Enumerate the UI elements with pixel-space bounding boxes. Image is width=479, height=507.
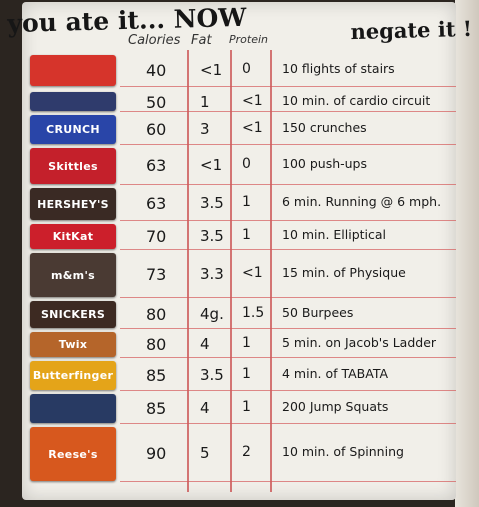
- fat-value: 1: [200, 93, 210, 111]
- exercise-text: 10 min. Elliptical: [282, 226, 387, 242]
- candy-wrapper-image: KitKat: [30, 224, 116, 249]
- candy-wrapper-image: CRUNCH: [30, 115, 116, 144]
- row-divider: [120, 328, 456, 329]
- fat-value: <1: [200, 156, 223, 174]
- protein-value: 1.5: [242, 304, 265, 321]
- row-divider: [120, 423, 456, 424]
- calories-value: 80: [146, 304, 167, 324]
- column-divider: [230, 50, 232, 492]
- fat-value: 3: [200, 119, 210, 138]
- candy-wrapper-image: Reese's: [30, 427, 116, 481]
- candy-wrapper-image: Twix: [30, 332, 116, 357]
- table-row: 50 1 <1 10 min. of cardio circuit: [22, 89, 456, 112]
- candy-wrapper-image: [30, 55, 116, 86]
- exercise-text: 200 Jump Squats: [282, 398, 389, 414]
- calories-value: 60: [146, 119, 167, 139]
- row-divider: [120, 481, 456, 482]
- calories-value: 85: [146, 365, 167, 385]
- candy-wrapper-image: SNICKERS: [30, 301, 116, 328]
- exercise-text: 6 min. Running @ 6 mph.: [282, 194, 442, 209]
- row-divider: [120, 297, 456, 298]
- protein-value: <1: [242, 119, 263, 136]
- candy-wrapper-image: Butterfinger: [30, 361, 116, 390]
- exercise-text: 10 flights of stairs: [282, 60, 395, 76]
- fat-value: 4g.: [200, 304, 224, 323]
- protein-value: <1: [242, 265, 263, 281]
- candy-wrapper-image: [30, 394, 116, 423]
- candy-wrapper-image: HERSHEY'S: [30, 188, 116, 220]
- exercise-text: 100 push-ups: [282, 156, 368, 171]
- protein-value: 1: [242, 194, 251, 210]
- calories-value: 90: [146, 444, 167, 463]
- protein-value: 2: [242, 444, 251, 460]
- row-divider: [120, 111, 456, 112]
- fat-value: 4: [200, 398, 210, 417]
- protein-value: 1: [242, 226, 251, 243]
- fat-value: 3.5: [200, 194, 224, 212]
- table-row: 63 3.5 1 6 min. Running @ 6 mph.: [22, 185, 456, 221]
- fat-value: 3.5: [200, 226, 224, 245]
- calories-value: 85: [146, 398, 167, 418]
- exercise-text: 150 crunches: [282, 119, 367, 135]
- table-row: 63 <1 0 100 push-ups: [22, 145, 456, 185]
- table-row: 60 3 <1 150 crunches: [22, 112, 456, 145]
- table-row: 80 4g. 1.5 50 Burpees: [22, 298, 456, 329]
- candy-wrapper-image: Skittles: [30, 148, 116, 184]
- exercise-text: 15 min. of Physique: [282, 265, 406, 280]
- calories-value: 50: [146, 93, 167, 112]
- exercise-text: 10 min. of Spinning: [282, 444, 404, 459]
- row-divider: [120, 220, 456, 221]
- row-divider: [120, 144, 456, 145]
- row-divider: [120, 357, 456, 358]
- header-protein: Protein: [229, 33, 268, 46]
- title-line-2: negate it !: [350, 15, 473, 45]
- row-divider: [120, 86, 456, 87]
- calories-value: 80: [146, 334, 167, 354]
- calories-value: 40: [146, 60, 167, 80]
- fat-value: 4: [200, 334, 210, 353]
- table-row: 73 3.3 <1 15 min. of Physique: [22, 250, 456, 298]
- fat-value: 3.5: [200, 365, 224, 384]
- protein-value: 1: [242, 334, 251, 351]
- table-row: 85 3.5 1 4 min. of TABATA: [22, 358, 456, 391]
- table-row: 70 3.5 1 10 min. Elliptical: [22, 221, 456, 250]
- column-divider: [270, 50, 272, 492]
- table-row: 80 4 1 5 min. on Jacob's Ladder: [22, 329, 456, 358]
- header-fat: Fat: [191, 33, 212, 48]
- table-row: 40 <1 0 10 flights of stairs: [22, 52, 456, 87]
- header-calories: Calories: [128, 33, 181, 48]
- protein-value: 0: [242, 156, 251, 172]
- protein-value: 0: [242, 60, 251, 77]
- candy-wrapper-image: m&m's: [30, 253, 116, 297]
- fat-value: 5: [200, 444, 210, 462]
- exercise-text: 50 Burpees: [282, 304, 354, 320]
- row-divider: [120, 249, 456, 250]
- fat-value: <1: [200, 60, 223, 79]
- column-divider: [187, 50, 189, 492]
- row-divider: [120, 390, 456, 391]
- exercise-text: 4 min. of TABATA: [282, 365, 389, 381]
- calories-value: 63: [146, 194, 167, 213]
- protein-value: 1: [242, 365, 251, 382]
- calories-value: 70: [146, 226, 167, 246]
- background-edge: [455, 0, 479, 507]
- protein-value: 1: [242, 398, 251, 415]
- candy-wrapper-image: [30, 92, 116, 111]
- calories-value: 63: [146, 156, 167, 175]
- table-row: 90 5 2 10 min. of Spinning: [22, 424, 456, 482]
- table-row: 85 4 1 200 Jump Squats: [22, 391, 456, 424]
- row-divider: [120, 184, 456, 185]
- exercise-text: 5 min. on Jacob's Ladder: [282, 334, 437, 350]
- calories-value: 73: [146, 265, 167, 284]
- fat-value: 3.3: [200, 265, 224, 283]
- protein-value: <1: [242, 93, 263, 109]
- exercise-text: 10 min. of cardio circuit: [282, 93, 431, 108]
